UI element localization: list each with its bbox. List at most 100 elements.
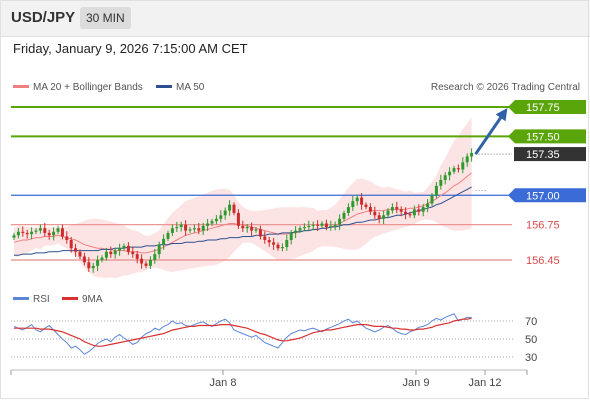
candle-body [272,242,276,245]
candle-body [254,229,258,231]
candle-body [82,256,86,263]
copyright-text: Research © 2026 Trading Central [431,82,580,93]
candle-body [408,214,412,216]
candle-body [338,218,342,225]
candle-body [228,204,232,211]
level-157-50-label: 157.50 [526,131,560,143]
candle-body [140,258,144,264]
candle-body [148,260,152,266]
candle-body [179,224,183,228]
candle-body [302,227,306,229]
candle-body [364,204,368,208]
candle-body [324,223,328,228]
rsi-level-label-50: 50 [525,334,537,346]
candle-body [276,244,280,249]
candle-body [417,209,421,212]
candle-body [192,228,196,230]
candle-body [38,228,42,231]
candle-body [298,228,302,231]
level-157-00-label: 157.00 [526,190,560,202]
candle-body [421,207,425,212]
level-156-45-label: 156.45 [526,255,560,267]
candle-body [188,229,192,231]
candle-body [30,231,34,235]
candle-body [412,209,416,216]
legend-bb-swatch [13,85,29,88]
candle-body [118,248,122,251]
candle-body [355,197,359,202]
candle-body [43,228,47,233]
candle-body [382,215,386,219]
candle-body [91,265,95,269]
candle-body [87,262,91,269]
candle-body [439,179,443,186]
rsi-level-label-30: 30 [525,352,537,364]
candle-body [294,230,298,233]
candle-body [390,207,394,211]
candle-body [52,231,56,236]
candle-body [144,263,148,266]
level-157-50-tag [508,129,586,144]
x-tick-label: Jan 9 [403,377,430,389]
candle-body [60,228,64,237]
rsi-legend-swatch [13,297,29,300]
candle-body [395,207,399,210]
candle-body [34,230,38,232]
candle-body [342,212,346,219]
candle-body [131,251,135,255]
candle-body [461,162,465,170]
bollinger-band [14,117,472,279]
candle-body [65,236,69,240]
candle-body [285,239,289,248]
candle-body [166,232,170,239]
level-156-75-label: 156.75 [526,220,560,232]
projection-arrow-shaft [474,112,506,155]
candle-body [373,211,377,216]
candle-body [241,225,245,229]
ma50-line [14,186,472,256]
candle-body [78,251,82,257]
candle-body [263,236,267,240]
candle-body [430,195,434,204]
rsi-level-label-70: 70 [525,316,537,328]
candle-body [280,247,284,249]
candle-body [311,224,315,226]
candle-body [245,227,249,229]
candle-body [162,238,166,245]
level-157-75-label: 157.75 [526,102,560,114]
candle-body [267,239,271,243]
candle-body [210,221,214,224]
candle-body [184,224,188,231]
candle-body [465,156,469,163]
timeframe-button[interactable]: 30 MIN [80,7,131,29]
candle-body [74,248,78,252]
candle-body [236,212,240,226]
candle-body [201,225,205,231]
candle-body [109,251,113,255]
candle-body [307,225,311,228]
level-157-35-label: 157.35 [526,149,560,161]
candle-body [113,250,117,255]
candle-body [25,232,29,235]
level-157-75-tag [508,100,586,114]
rsi-panel: 70 50 30 [11,313,537,364]
legend-ma50-label: MA 50 [176,82,205,93]
projection-arrow-head [495,107,508,122]
header-bar: USD/JPY 30 MIN [0,0,590,37]
candle-body [289,232,293,240]
candle-body [47,232,51,236]
candle-body [16,231,20,236]
rsi-ma-legend-label: 9MA [82,294,103,305]
rsi-line [13,313,472,355]
candle-body [21,231,25,233]
candle-body [320,223,324,226]
candle-body [206,223,210,226]
candle-body [386,210,390,216]
bollinger-band-layer [14,117,472,279]
x-tick-label: Jan 8 [210,377,237,389]
level-157-00-tag [508,188,586,203]
candle-body [96,260,100,266]
candle-body [232,204,236,213]
candle-body [104,251,108,258]
